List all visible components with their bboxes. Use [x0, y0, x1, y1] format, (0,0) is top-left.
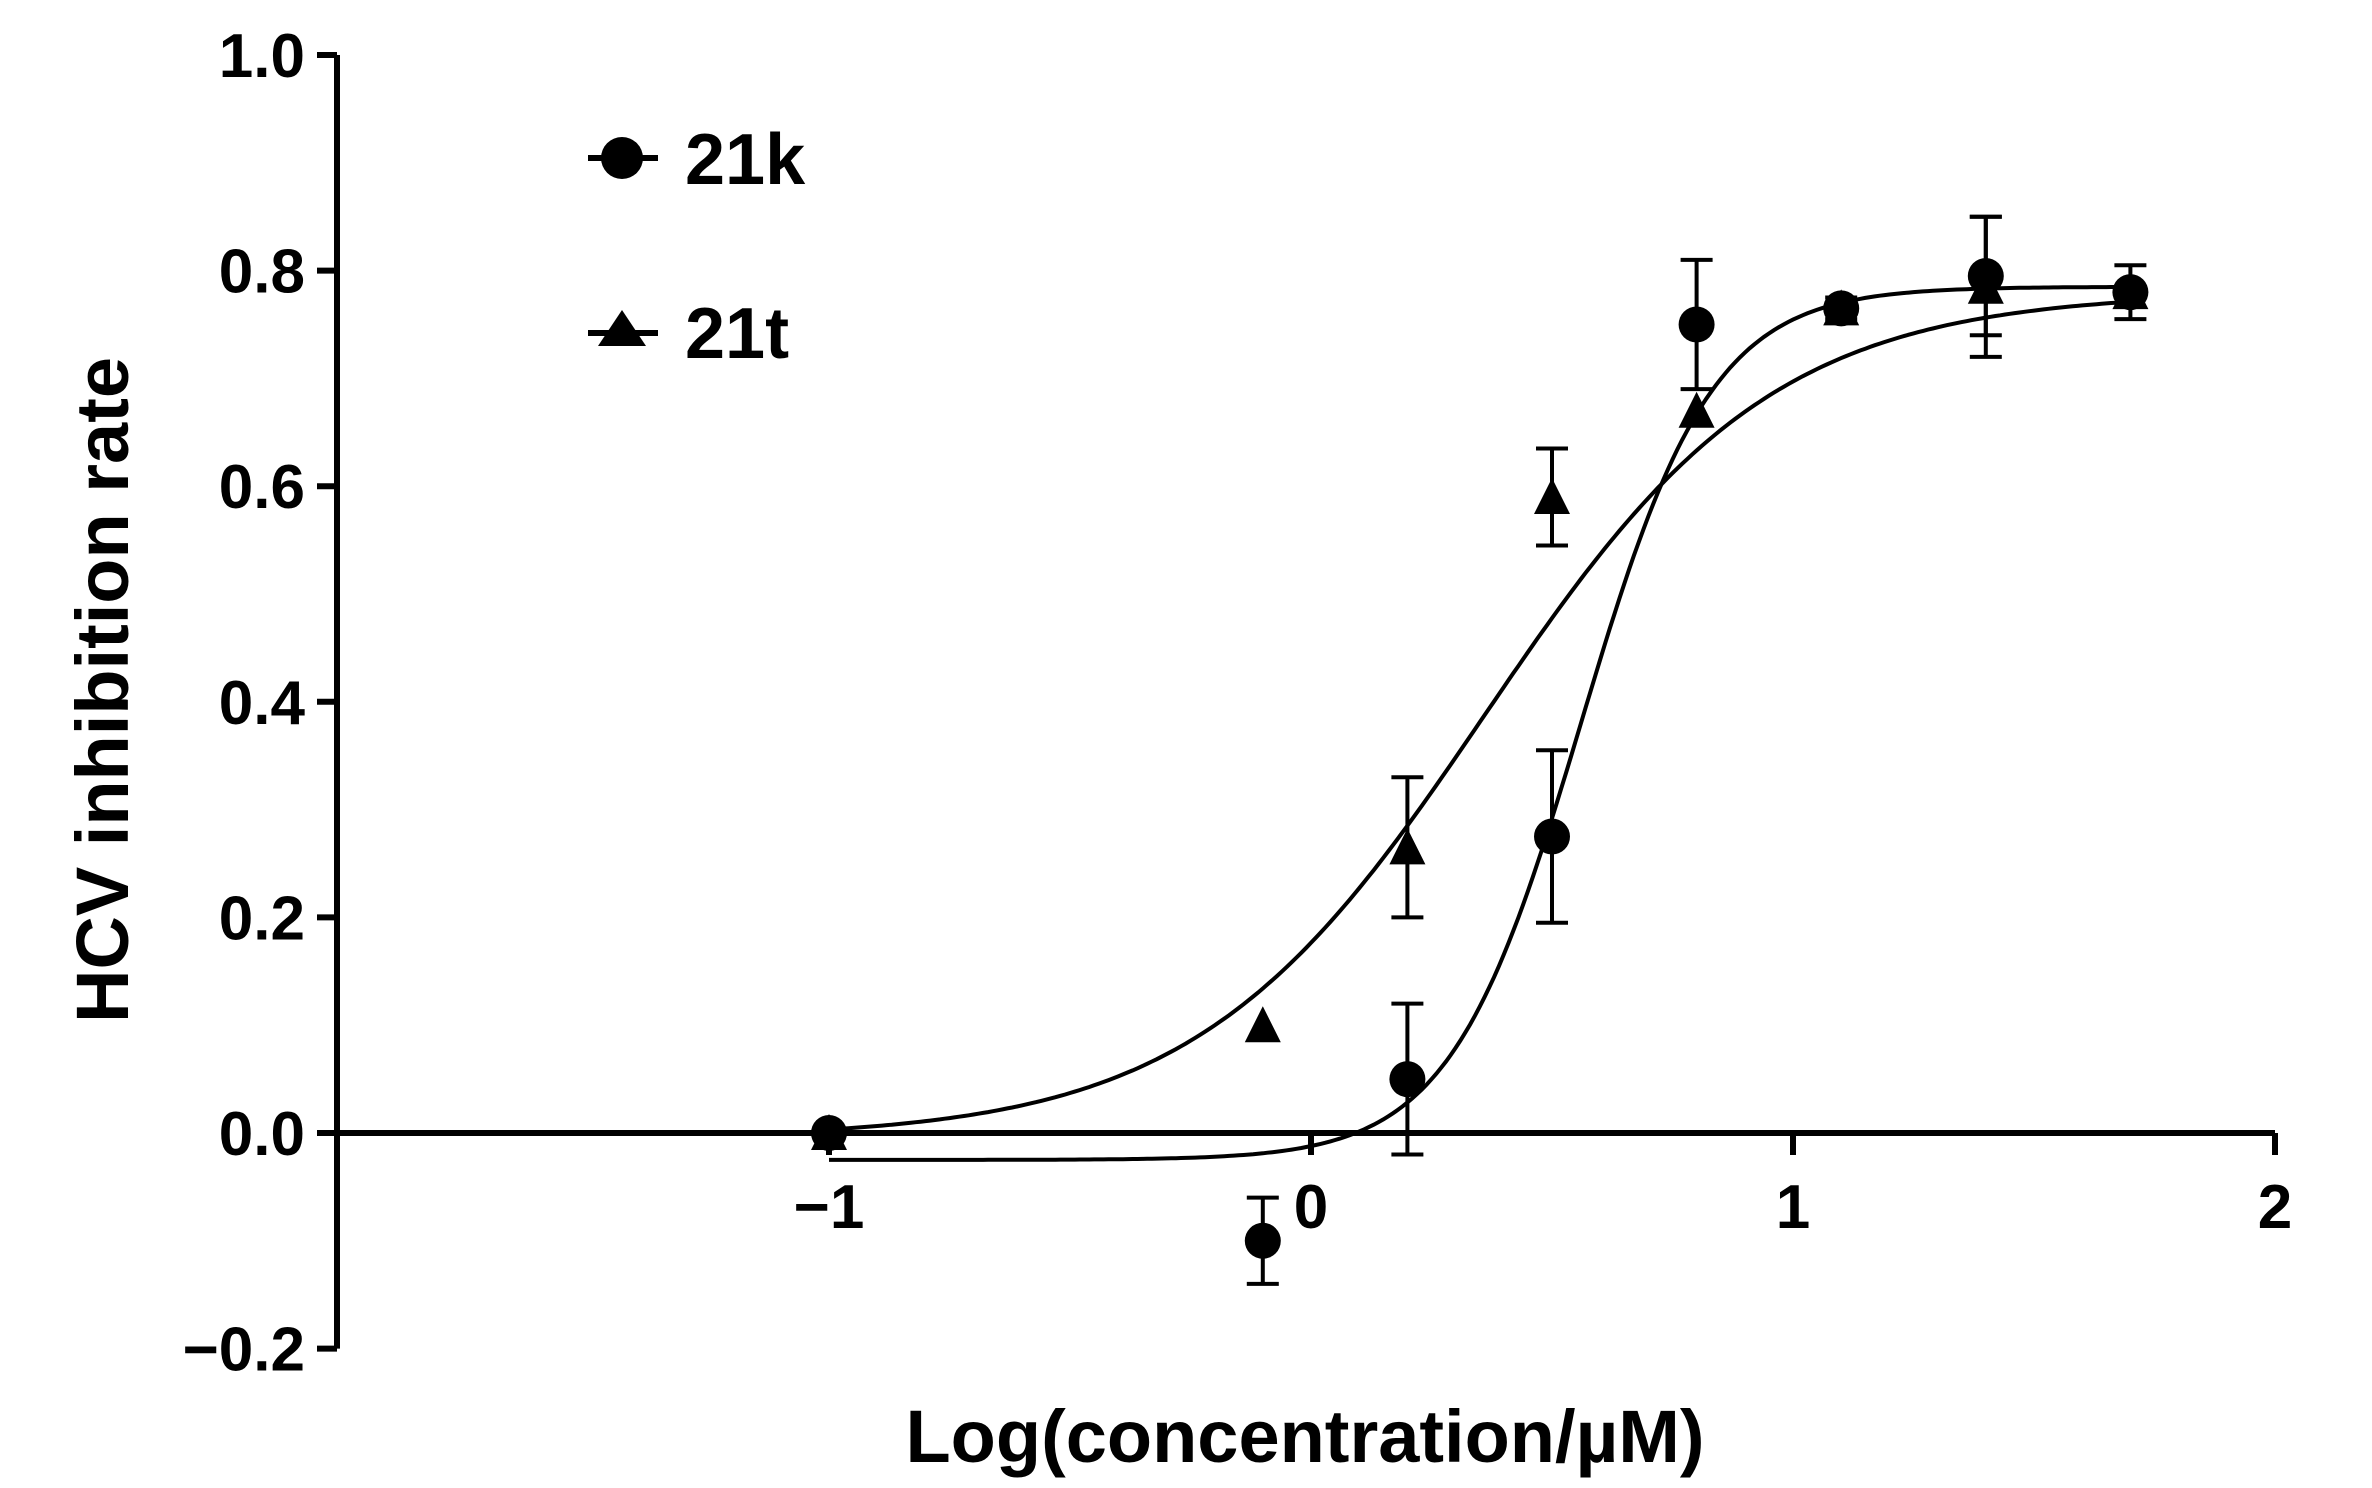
- data-point-21k: [1678, 306, 1715, 343]
- x-tick-label: 0: [1294, 1173, 1328, 1242]
- data-point-21k: [1389, 1061, 1426, 1098]
- data-point-21t: [2112, 273, 2149, 310]
- y-tick-label: 0.8: [219, 238, 305, 307]
- data-point-21t: [811, 1114, 847, 1150]
- data-point-21t: [1967, 267, 2004, 304]
- y-tick-label: −0.2: [183, 1316, 305, 1385]
- legend-marker-21k: [601, 137, 643, 179]
- legend-label-21k: 21k: [685, 120, 806, 200]
- y-tick-label: 1.0: [219, 22, 305, 91]
- fit-curve-21t: [828, 299, 2136, 1132]
- legend-marker-21t: [598, 310, 646, 346]
- legend: 21k 21t: [588, 120, 806, 374]
- x-tick-label: 2: [2258, 1173, 2292, 1242]
- y-tick-label: 0.4: [219, 669, 306, 738]
- data-point-21t: [1823, 289, 1860, 326]
- y-axis-title: HCV inhibition rate: [61, 357, 144, 1023]
- data-point-21t: [1678, 391, 1715, 428]
- axes: −0.2 0.0 0.2 0.4 0.6 0.8 1.0 −1 0 1 2: [183, 22, 2293, 1385]
- data-point-21t: [1244, 1006, 1281, 1043]
- data-point-21t: [1389, 828, 1426, 865]
- x-tick-label: 1: [1776, 1173, 1810, 1242]
- fit-curve-21k: [829, 285, 2136, 1162]
- legend-label-21t: 21t: [685, 294, 789, 374]
- y-tick-label: 0.0: [219, 1100, 305, 1169]
- data-point-21k: [1534, 818, 1570, 855]
- x-axis-title: Log(concentration/µM): [905, 1395, 1704, 1478]
- x-tick-label: −1: [794, 1173, 865, 1242]
- data-markers: [811, 214, 2149, 1286]
- y-tick-label: 0.2: [219, 884, 305, 953]
- y-tick-label: 0.6: [219, 453, 305, 522]
- data-point-21k: [1244, 1222, 1281, 1259]
- data-point-21t: [1534, 477, 1570, 514]
- fit-curves: [828, 285, 2136, 1162]
